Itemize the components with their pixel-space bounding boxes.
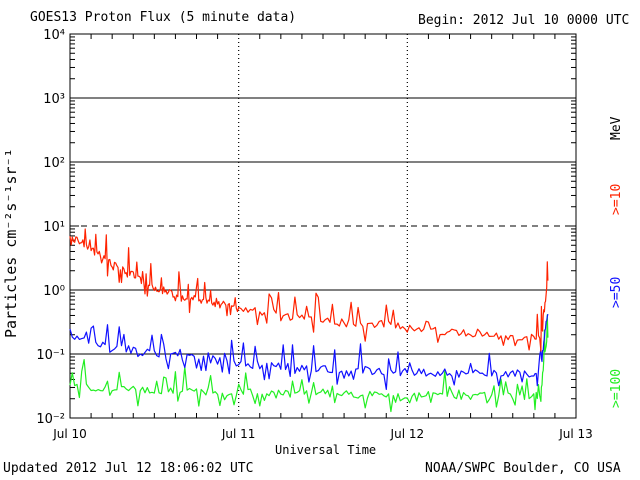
legend-series-50: >=50 [609,276,624,308]
x-axis-label: Universal Time [275,443,377,457]
y-tick-label: 10⁰ [43,284,65,299]
y-tick-label: 10³ [43,92,65,107]
source-credit: NOAA/SWPC Boulder, CO USA [425,461,621,476]
x-tick-label: Jul 11 [221,427,256,441]
x-tick-label: Jul 13 [558,427,593,441]
series-line-10 [69,228,549,352]
series-line-100 [69,314,549,413]
legend-unit: MeV [609,116,624,140]
x-tick-label: Jul 10 [52,427,87,441]
chart-title: GOES13 Proton Flux (5 minute data) [30,10,297,25]
y-tick-label: 10¹ [43,220,65,235]
begin-time: Begin: 2012 Jul 10 0000 UTC [418,13,630,28]
legend-series-10: >=10 [609,183,624,215]
legend-series-100: >=100 [609,368,624,408]
y-tick-label: 10⁻² [36,412,65,427]
x-tick-label: Jul 12 [390,427,425,441]
updated-timestamp: Updated 2012 Jul 12 18:06:02 UTC [3,461,254,476]
y-axis-label: Particles cm⁻²s⁻¹sr⁻¹ [2,148,20,338]
series-line-50 [69,313,549,390]
y-tick-label: 10⁻¹ [36,348,65,363]
y-tick-label: 10⁴ [43,28,65,43]
y-tick-label: 10² [43,156,65,171]
